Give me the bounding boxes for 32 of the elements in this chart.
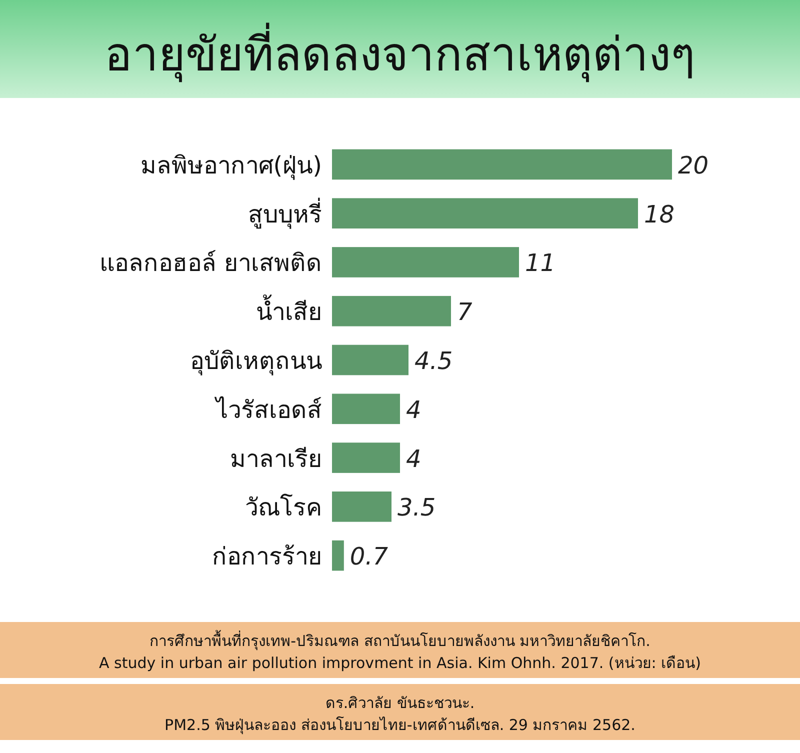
bar [332,442,400,473]
bar [332,394,400,424]
text: การศึกษาพื้นที่กรุงเทพ-ปริมณฑล สถาบันนโยบายพลังงาน มหาวิทยาลัยชิคาโก. [150,630,650,651]
data-label: 4 [406,396,422,424]
y-tick-label: สูบบุหรี่ [248,197,322,230]
data-label: 4.5 [414,347,453,375]
text: PM2.5 พิษฝุ่นละออง ส่องนโยบายไทย-เทศด้านดีเซล. 29 มกราคม 2562. [164,716,636,735]
bar [332,492,392,522]
bar [332,149,672,180]
bar [332,344,408,376]
data-label: 3.5 [398,494,436,522]
bar [332,247,519,278]
text: ดร.ศิวาลัย ขันธะชวนะ. [325,694,475,712]
bar [332,540,344,571]
chart-title: อายุขัยที่ลดลงจากสาเหตุต่างๆ [104,22,696,83]
y-tick-label: อุบัติเหตุถนน [190,347,322,376]
y-tick-label: วัณโรค [245,494,322,522]
data-label: 7 [457,298,473,326]
y-tick-label: ก่อการร้าย [212,542,322,571]
data-label: 18 [644,200,675,228]
bar [332,198,638,228]
data-label: 4 [406,444,422,473]
y-tick-label: มลพิษอากาศ(ฝุ่น) [140,151,322,180]
data-label: 0.7 [350,542,389,571]
y-tick-label: ไวรัสเอดส์ [214,396,322,424]
y-tick-label: มาลาเรีย [230,444,322,473]
bar [332,296,451,326]
y-tick-label: แอลกอฮอล์ ยาเสพติด [99,249,322,278]
text: A study in urban air pollution improvment in Asia. Kim Ohnh. 2017. (หน่วย: เดือน) [99,654,701,672]
y-tick-label: น้ำเสีย [256,294,322,326]
data-label: 20 [678,151,709,180]
data-label: 11 [525,249,556,278]
